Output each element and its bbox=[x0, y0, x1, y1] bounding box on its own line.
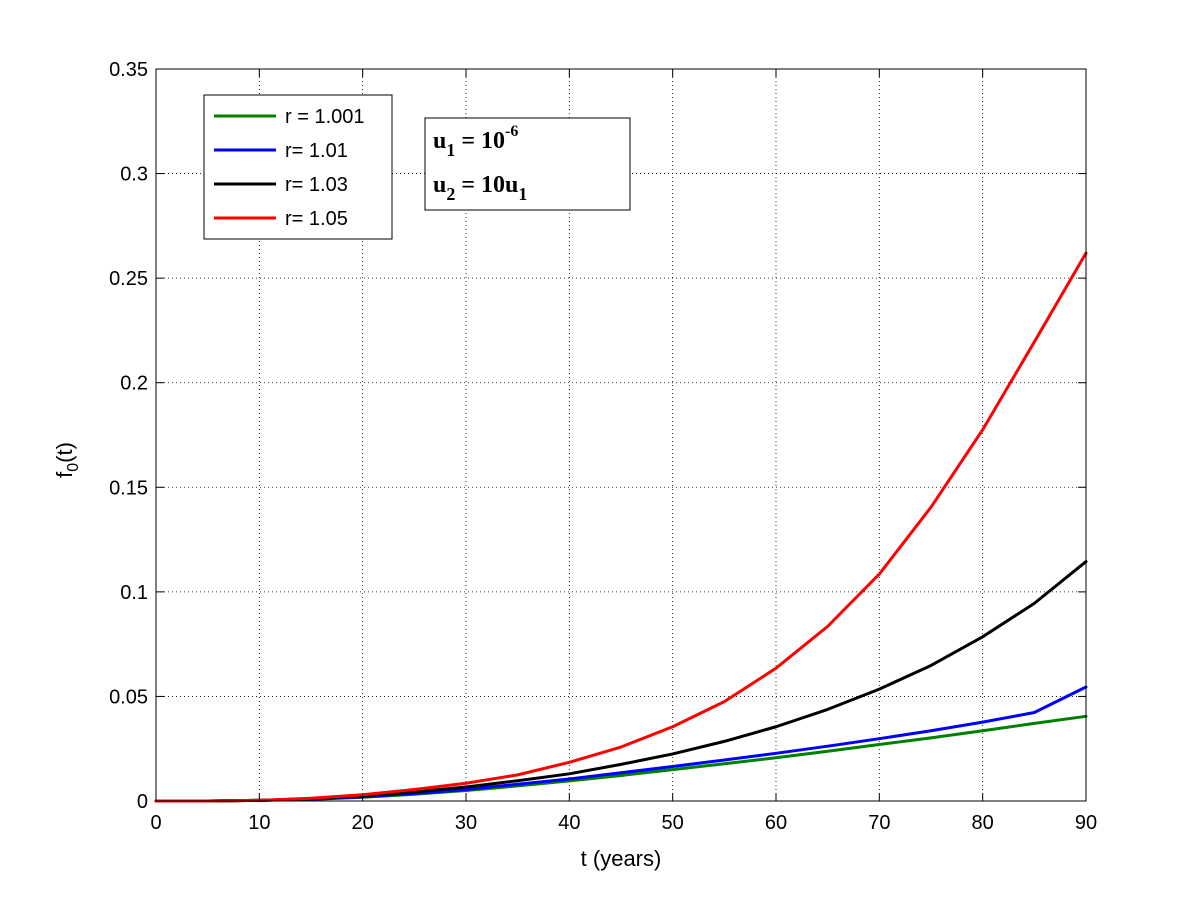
y-tick-label: 0.1 bbox=[120, 582, 148, 604]
y-axis-label-base: f bbox=[52, 471, 77, 478]
annotation-u2-sub2: 1 bbox=[518, 184, 527, 204]
annotation-u1-base: u bbox=[433, 128, 446, 154]
x-tick-label: 60 bbox=[765, 812, 787, 834]
y-tick-label: 0.25 bbox=[109, 268, 148, 290]
plot-frame bbox=[155, 68, 1087, 802]
legend: r = 1.001 r= 1.01 r= 1.03 r= 1.05 bbox=[203, 94, 393, 240]
x-tick-label: 80 bbox=[972, 812, 994, 834]
x-axis-label: t (years) bbox=[581, 846, 662, 871]
annotation-line-2: u2 = 10u1 bbox=[433, 172, 527, 204]
x-tick-label: 70 bbox=[868, 812, 890, 834]
y-tick-label: 0.15 bbox=[109, 477, 148, 499]
y-axis-label-rest: (t) bbox=[52, 442, 77, 463]
legend-label-2: r= 1.01 bbox=[285, 140, 348, 162]
y-tick-labels: 0 0.05 0.1 0.15 0.2 0.25 0.3 0.35 bbox=[109, 59, 148, 813]
legend-label-1: r = 1.001 bbox=[285, 106, 365, 128]
axis-ticks bbox=[155, 68, 1087, 802]
y-tick-label: 0.05 bbox=[109, 686, 148, 708]
x-tick-label: 50 bbox=[662, 812, 684, 834]
legend-label-4: r= 1.05 bbox=[285, 208, 348, 230]
series-lines bbox=[154, 251, 1088, 803]
y-tick-label: 0 bbox=[137, 791, 148, 813]
y-axis-label-sub: 0 bbox=[65, 463, 82, 472]
annotation-frame bbox=[424, 117, 631, 211]
x-tick-label: 40 bbox=[558, 812, 580, 834]
x-tick-label: 20 bbox=[352, 812, 374, 834]
annotation-box: u1 = 10-6 u2 = 10u1 bbox=[424, 117, 631, 211]
annotation-u1-rest: = 10 bbox=[455, 128, 505, 154]
y-tick-label: 0.2 bbox=[120, 373, 148, 395]
legend-label-3: r= 1.03 bbox=[285, 174, 348, 196]
series-line-4 bbox=[154, 251, 1088, 803]
x-tick-label: 0 bbox=[150, 812, 161, 834]
annotation-u2-sub: 2 bbox=[446, 184, 455, 204]
annotation-u1-sub: 1 bbox=[446, 140, 455, 160]
annotation-line-1: u1 = 10-6 bbox=[433, 123, 518, 160]
x-tick-labels: 0 10 20 30 40 50 60 70 80 90 bbox=[150, 812, 1097, 834]
y-tick-label: 0.3 bbox=[120, 164, 148, 186]
legend-box bbox=[203, 94, 393, 240]
x-tick-label: 30 bbox=[455, 812, 477, 834]
x-tick-label: 90 bbox=[1075, 812, 1097, 834]
annotation-u2-rest: = 10u bbox=[455, 172, 518, 198]
x-tick-label: 10 bbox=[248, 812, 270, 834]
y-axis-label: f0(t) bbox=[52, 442, 82, 478]
y-tick-label: 0.35 bbox=[109, 59, 148, 81]
annotation-u2-base: u bbox=[433, 172, 446, 198]
annotation-u1-sup: -6 bbox=[505, 123, 518, 140]
